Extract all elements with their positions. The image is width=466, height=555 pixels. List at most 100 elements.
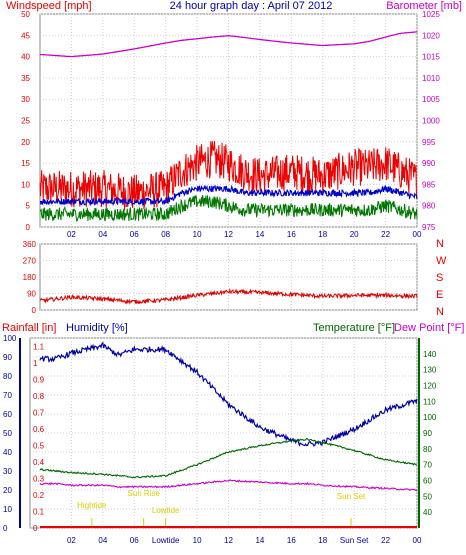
temperature-y-tick-label: 110 (423, 397, 436, 406)
compass-label: E (436, 289, 443, 301)
event-label: Lowtide (152, 506, 180, 515)
event-label: Sun Set (337, 492, 366, 501)
wind-avg-series (39, 184, 418, 207)
wind-x-tick-label: 04 (98, 230, 107, 239)
barometer-y-tick-label: 980 (422, 202, 436, 211)
humidity-y-tick-label: 70 (3, 391, 12, 400)
temperature-y-tick-label: 130 (423, 366, 437, 375)
temperature-y-tick-label: 100 (423, 413, 437, 422)
barometer-y-tick-label: 995 (422, 138, 436, 147)
wind-x-tick-label: 20 (350, 230, 359, 239)
rain-y-tick-label: 1 (33, 359, 38, 368)
humidity-x-tick-label: 06 (130, 536, 139, 545)
humidity-x-tick-label: Lowtide (152, 536, 180, 545)
barometer-y-tick-label: 1020 (422, 31, 440, 40)
direction-y-tick-label: 0 (32, 306, 37, 315)
barometer-y-tick-label: 1005 (422, 95, 440, 104)
rain-y-tick-label: 0.2 (33, 491, 45, 500)
humidity-axis-label: Humidity [%] (66, 322, 128, 334)
temperature-y-tick-label: 140 (423, 350, 437, 359)
barometer-y-tick-label: 1025 (422, 10, 440, 19)
humidity-y-tick-label: 80 (3, 372, 12, 381)
wind-x-tick-label: 02 (67, 230, 76, 239)
humidity-x-tick-label: 12 (224, 536, 233, 545)
event-label: Sun Rise (127, 489, 160, 498)
wind-gust-series (39, 141, 418, 211)
event-label: Hightide (77, 501, 107, 510)
barometer-y-tick-label: 990 (422, 159, 436, 168)
humidity-x-tick-label: 00 (413, 536, 422, 545)
compass-label: N (436, 238, 444, 250)
wind-y-tick-label: 15 (21, 159, 30, 168)
direction-y-tick-label: 180 (23, 273, 37, 282)
humidity-y-tick-label: 20 (3, 486, 12, 495)
temperature-axis-label: Temperature [°F] (313, 322, 395, 334)
wind-y-tick-label: 0 (26, 223, 31, 232)
temperature-y-tick-label: 40 (423, 508, 432, 517)
barometer-axis-label: Barometer [mb] (386, 0, 462, 12)
humidity-series (39, 341, 418, 447)
compass-label: N (436, 306, 444, 318)
wind-y-tick-label: 30 (21, 95, 30, 104)
dewpoint-series (39, 479, 418, 492)
wind-y-tick-label: 45 (21, 31, 30, 40)
humidity-x-tick-label: 22 (381, 536, 390, 545)
wind-y-tick-label: 50 (21, 10, 30, 19)
chart-title: 24 hour graph day : April 07 2012 (170, 0, 333, 12)
humidity-x-tick-label: 04 (98, 536, 107, 545)
barometer-y-tick-label: 1015 (422, 53, 440, 62)
wind-direction-series (39, 287, 418, 305)
temperature-y-tick-label: 50 (423, 492, 432, 501)
rain-y-tick-label: 0 (33, 524, 38, 533)
wind-x-tick-label: 18 (318, 230, 327, 239)
rain-y-tick-label: 0.4 (33, 458, 45, 467)
humidity-x-tick-label: 14 (255, 536, 264, 545)
humidity-y-tick-label: 10 (3, 505, 12, 514)
humidity-x-tick-label: 10 (193, 536, 202, 545)
temperature-y-tick-label: 120 (423, 382, 437, 391)
wind-x-tick-label: 22 (381, 230, 390, 239)
rain-y-tick-label: 0.9 (33, 375, 45, 384)
compass-label: S (436, 272, 443, 284)
humidity-y-tick-label: 0 (3, 524, 8, 533)
humidity-y-tick-label: 60 (3, 410, 12, 419)
humidity-plot-area (29, 337, 418, 529)
temperature-y-tick-label: 90 (423, 429, 432, 438)
wind-x-tick-label: 00 (413, 230, 422, 239)
wind-x-tick-label: 12 (224, 230, 233, 239)
rain-y-tick-label: 0.6 (33, 425, 45, 434)
wind-barometer-panel: 0510152025303540455097598098599099510001… (21, 10, 440, 239)
humidity-x-tick-label: 16 (287, 536, 296, 545)
humidity-y-tick-label: 40 (3, 448, 12, 457)
barometer-y-tick-label: 975 (422, 223, 436, 232)
rain-y-tick-label: 1.1 (33, 342, 45, 351)
wind-y-tick-label: 5 (26, 202, 31, 211)
barometer-y-tick-label: 1010 (422, 74, 440, 83)
temperature-y-tick-label: 60 (423, 477, 432, 486)
barometer-y-tick-label: 1000 (422, 117, 440, 126)
temperature-series (39, 437, 418, 479)
barometer-y-tick-label: 985 (422, 180, 436, 189)
rainfall-axis-label: Rainfall [in] (2, 322, 56, 334)
wind-y-tick-label: 10 (21, 180, 30, 189)
humidity-y-tick-label: 30 (3, 467, 12, 476)
humidity-x-tick-label: 02 (67, 536, 76, 545)
rain-y-tick-label: 0.8 (33, 392, 45, 401)
wind-x-tick-label: 14 (255, 230, 264, 239)
compass-label: W (436, 255, 447, 267)
dewpoint-axis-label: Dew Point [°F] (394, 322, 464, 334)
windspeed-axis-label: Windspeed [mph] (6, 0, 92, 12)
temperature-y-tick-label: 70 (423, 461, 432, 470)
wind-x-tick-label: 08 (161, 230, 170, 239)
humidity-y-tick-label: 50 (3, 429, 12, 438)
wind-x-tick-label: 16 (287, 230, 296, 239)
direction-y-tick-label: 90 (27, 290, 36, 299)
rain-y-tick-label: 0.3 (33, 474, 45, 483)
humidity-x-tick-label: Sun Set (340, 536, 369, 545)
humidity-y-tick-label: 90 (3, 353, 12, 362)
temperature-y-tick-label: 80 (423, 445, 432, 454)
wind-y-tick-label: 25 (21, 117, 30, 126)
wind-y-tick-label: 20 (21, 138, 30, 147)
